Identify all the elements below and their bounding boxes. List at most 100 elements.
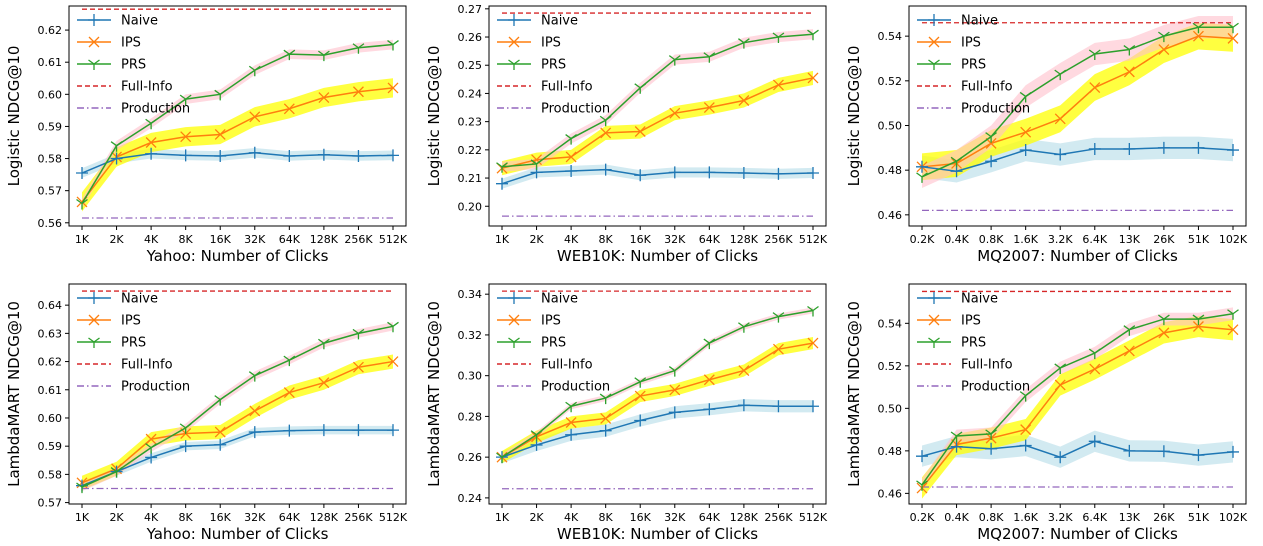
legend-ips-label: IPS <box>121 36 141 51</box>
prs-point <box>1158 31 1170 43</box>
x-tick-label: 0.2K <box>910 511 935 524</box>
x-tick-label: 0.4K <box>944 233 969 246</box>
y-tick-label: 0.34 <box>458 288 483 301</box>
x-tick-label: 51K <box>1188 511 1210 524</box>
legend-full-info-label: Full-Info <box>961 358 1013 373</box>
legend-naive-label: Naive <box>541 292 578 307</box>
chart-panel-4: 1K 2K 4K 8K 16K 32K 64K 128K 256K 512K 0.57 0.58 0.5… <box>5 283 408 543</box>
naive-series-line-3 <box>921 147 1234 173</box>
naive-point <box>599 163 612 176</box>
ips-point <box>807 72 819 84</box>
ips-series-line-2 <box>501 77 814 169</box>
ips-point <box>531 154 543 166</box>
prs-point <box>1227 22 1239 34</box>
ips-point <box>214 129 226 140</box>
y-tick-label: 0.48 <box>878 164 903 177</box>
legend-prs-label: PRS <box>961 58 986 73</box>
naive-point <box>248 426 261 439</box>
x-axis-label-5: WEB10K: Number of Clicks <box>557 525 758 543</box>
prs-point <box>916 172 928 183</box>
legend-full-info-label: Full-Info <box>541 358 593 373</box>
ips-point <box>600 412 612 424</box>
y-tick-label: 0.21 <box>458 172 483 185</box>
prs-series-line-1 <box>81 43 394 204</box>
ips-point <box>387 82 399 94</box>
ips-point <box>1089 363 1101 375</box>
prs-point <box>1054 363 1067 374</box>
prs-point <box>1123 325 1136 336</box>
prs-point <box>110 141 123 152</box>
naive-point <box>145 147 158 160</box>
legend-production-label: Production <box>121 102 190 117</box>
x-tick-label: 6.4K <box>1082 233 1107 246</box>
x-tick-label: 8K <box>599 233 614 246</box>
prs-series-line-3 <box>921 26 1233 178</box>
prs-point <box>916 480 928 491</box>
x-axis-label-4: Yahoo: Number of Clicks <box>146 525 329 543</box>
legend-production-label: Production <box>541 380 610 395</box>
prs-point <box>703 338 716 350</box>
prs-point <box>738 322 750 333</box>
x-tick-label: 16K <box>630 233 652 246</box>
y-axis-label-2: Logistic NDCG@10 <box>425 46 443 187</box>
x-tick-label: 256K <box>764 511 793 524</box>
x-tick-label: 1.6K <box>1013 511 1038 524</box>
prs-point <box>772 32 785 44</box>
plot-frame-2 <box>488 5 827 227</box>
prs-point <box>985 429 997 440</box>
legend-naive-marker <box>88 292 100 304</box>
naive-series-line-1 <box>81 152 394 174</box>
legend-naive-marker <box>928 292 940 304</box>
naive-point <box>1192 141 1205 154</box>
chart-panel-1: 1K 2K 4K 8K 16K 32K 64K 128K 256K 512K 0.56 0.57 0.5… <box>5 5 408 265</box>
prs-series-line-4 <box>81 325 394 488</box>
legend-production-label: Production <box>961 102 1030 117</box>
legend-prs-label: PRS <box>961 336 986 351</box>
y-tick-label: 0.27 <box>458 3 483 16</box>
x-tick-label: 16K <box>210 511 232 524</box>
prs-point <box>1227 309 1239 320</box>
x-tick-label: 13K <box>1119 511 1141 524</box>
x-tick-label: 16K <box>630 511 652 524</box>
legend-prs-marker <box>928 337 940 348</box>
legend-naive-label: Naive <box>961 292 998 307</box>
y-tick-label: 0.50 <box>878 402 903 415</box>
y-tick-label: 0.61 <box>38 56 63 69</box>
naive-series-line-2 <box>501 168 814 185</box>
prs-point <box>110 467 123 478</box>
legend-ips-marker <box>88 36 100 48</box>
naive-point <box>1227 144 1239 157</box>
prs-confidence-band-1 <box>82 39 393 209</box>
y-tick-label: 0.59 <box>38 440 63 453</box>
legend-4: Naive IPS PRS Full-Info Production <box>77 292 190 395</box>
x-tick-label: 256K <box>344 511 373 524</box>
legend-ips-label: IPS <box>541 36 561 51</box>
ips-point <box>318 377 330 389</box>
ips-point <box>669 384 681 396</box>
prs-point <box>352 328 365 340</box>
prs-point <box>179 94 192 106</box>
prs-point <box>387 40 399 51</box>
prs-point <box>318 338 330 350</box>
y-tick-label: 0.57 <box>38 185 63 198</box>
prs-series-line-2 <box>501 33 814 168</box>
x-axis-label-1: Yahoo: Number of Clicks <box>146 247 329 265</box>
prs-point <box>950 156 963 168</box>
x-tick-label: 1K <box>75 511 90 524</box>
ips-point <box>1227 324 1239 336</box>
prs-point <box>248 371 261 382</box>
y-tick-label: 0.50 <box>878 119 903 132</box>
legend-ips-marker <box>508 36 520 48</box>
naive-point <box>317 424 330 437</box>
naive-point <box>110 152 123 165</box>
x-tick-label: 2K <box>529 233 544 246</box>
prs-point <box>1158 314 1170 326</box>
legend-production-label: Production <box>121 380 190 395</box>
x-tick-label: 512K <box>799 511 828 524</box>
chart-panel-3: 0.2K 0.4K 0.8K 1.6K 3.2K 6.4K 13K 26K 51K 102K 0.4… <box>845 5 1248 265</box>
prs-point <box>496 162 508 173</box>
naive-point <box>772 167 785 180</box>
prs-point <box>1088 49 1101 61</box>
y-tick-label: 0.24 <box>458 492 483 505</box>
